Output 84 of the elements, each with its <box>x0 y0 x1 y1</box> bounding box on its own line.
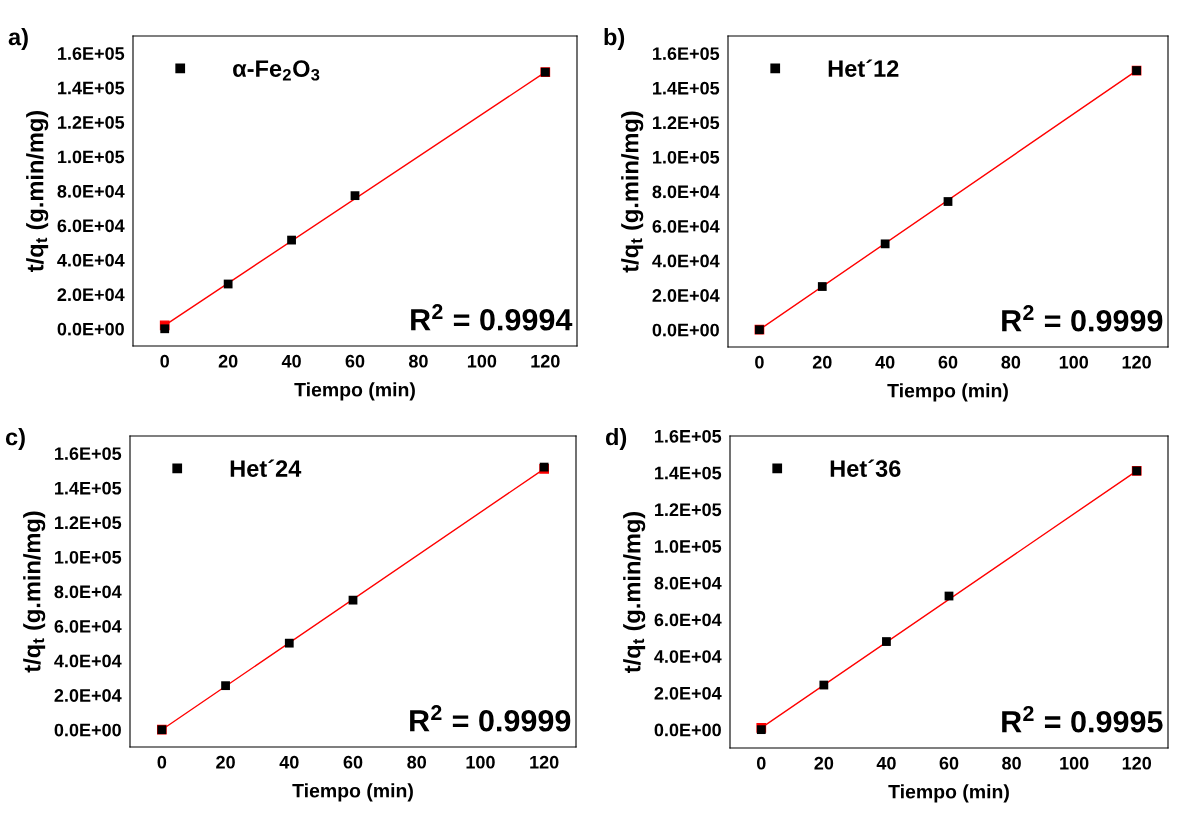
chart-title: a) <box>8 28 28 51</box>
y-tick-label: 2.0E+04 <box>54 689 122 702</box>
x-tick-label: 80 <box>1001 355 1021 369</box>
x-axis-title: Tiempo (min) <box>292 783 413 802</box>
y-tick-label: 1.2E+05 <box>58 116 125 129</box>
y-tick-label: 1.0E+05 <box>58 150 125 164</box>
x-tick-label: 120 <box>1122 756 1152 770</box>
y-tick-label: 0.0E+00 <box>57 322 124 336</box>
x-tick-label: 100 <box>467 354 497 368</box>
x-tick-label: 40 <box>281 354 301 368</box>
y-tick-label: 1.2E+05 <box>55 516 122 530</box>
chart-title: d) <box>605 428 627 451</box>
x-tick-label: 20 <box>216 755 235 769</box>
x-tick-label: 100 <box>466 755 495 769</box>
y-axis-title: t/q$_{t}$ (g.min/mg) <box>26 110 49 272</box>
annotation: R$^{2}$ = 0.9999 <box>1002 305 1163 332</box>
y-axis-title: t/q$_{t}$ (g.min/mg) <box>23 511 46 673</box>
annotation: R$^{2}$ = 0.9995 <box>1002 706 1163 733</box>
x-tick-label: 40 <box>279 755 299 769</box>
y-tick-label: 2.0E+04 <box>57 288 125 302</box>
x-axis-title: Tiempo (min) <box>294 382 415 401</box>
y-tick-label: 8.0E+04 <box>57 184 125 198</box>
y-tick-label: 1.6E+05 <box>655 429 722 443</box>
x-tick-label: 120 <box>530 755 559 769</box>
x-tick-label: 60 <box>939 756 959 770</box>
y-tick-label: 0.0E+00 <box>652 323 719 337</box>
y-tick-label: 4.0E+04 <box>652 254 720 268</box>
y-tick-label: 6.0E+04 <box>57 219 125 233</box>
y-tick-label: 8.0E+04 <box>54 585 122 599</box>
y-axis-title: t/q$_{t}$ (g.min/mg) <box>623 511 646 673</box>
legend-label: Het´36 <box>830 459 901 477</box>
x-tick-label: 80 <box>407 755 427 769</box>
y-tick-label: 1.6E+05 <box>58 47 125 60</box>
y-tick-label: 1.0E+05 <box>653 150 720 164</box>
y-tick-label: 4.0E+04 <box>54 654 122 668</box>
y-tick-label: 1.6E+05 <box>653 47 720 60</box>
x-axis-title: Tiempo (min) <box>887 383 1008 402</box>
y-tick-label: 1.0E+05 <box>655 540 722 553</box>
x-tick-label: 60 <box>345 354 365 368</box>
y-tick-label: 1.2E+05 <box>655 503 722 517</box>
x-tick-label: 40 <box>876 756 896 770</box>
y-axis-title: t/q$_{t}$ (g.min/mg) <box>621 111 644 273</box>
y-tick-label: 0.0E+00 <box>54 723 121 737</box>
legend-label: Het´24 <box>230 459 302 477</box>
x-tick-label: 20 <box>814 756 834 770</box>
x-tick-label: 0 <box>756 756 766 770</box>
y-tick-label: 6.0E+04 <box>54 619 122 633</box>
x-tick-label: 100 <box>1059 355 1089 369</box>
x-tick-label: 100 <box>1060 756 1089 770</box>
x-tick-label: 20 <box>812 355 832 369</box>
annotation: R$^{2}$ = 0.9994 <box>411 304 573 331</box>
y-tick-label: 1.4E+05 <box>653 81 720 95</box>
x-tick-label: 0 <box>157 755 167 769</box>
y-tick-label: 2.0E+04 <box>654 686 722 700</box>
y-tick-label: 8.0E+04 <box>652 185 720 199</box>
x-tick-label: 80 <box>1002 756 1021 770</box>
y-tick-label: 1.2E+05 <box>653 116 720 130</box>
x-tick-label: 60 <box>938 355 958 369</box>
y-tick-label: 0.0E+00 <box>654 723 721 737</box>
y-tick-label: 6.0E+04 <box>652 219 720 233</box>
y-tick-label: 6.0E+04 <box>654 613 722 627</box>
annotation: R$^{2}$ = 0.9999 <box>410 705 571 732</box>
y-tick-label: 1.4E+05 <box>655 466 722 480</box>
y-tick-label: 4.0E+04 <box>57 253 125 267</box>
x-tick-label: 60 <box>343 755 363 769</box>
chart-title: c) <box>5 428 25 451</box>
y-tick-label: 8.0E+04 <box>654 576 722 590</box>
x-tick-label: 80 <box>408 354 428 368</box>
y-tick-label: 1.0E+05 <box>55 550 122 564</box>
x-axis-title: Tiempo (min) <box>888 784 1009 803</box>
x-tick-label: 40 <box>875 355 895 369</box>
legend-label: Het´12 <box>828 59 899 77</box>
x-tick-label: 0 <box>160 354 169 368</box>
y-tick-label: 1.4E+05 <box>55 481 122 495</box>
y-tick-label: 4.0E+04 <box>654 650 722 663</box>
y-tick-label: 1.4E+05 <box>58 81 125 95</box>
y-tick-label: 2.0E+04 <box>652 289 720 302</box>
y-tick-label: 1.6E+05 <box>55 447 122 460</box>
x-tick-label: 20 <box>218 354 238 368</box>
x-tick-label: 120 <box>1122 355 1151 369</box>
x-tick-label: 120 <box>531 354 560 368</box>
chart-title: b) <box>604 28 625 51</box>
legend-label: α-Fe$_{2}$O$_{3}$ <box>233 60 320 81</box>
x-tick-label: 0 <box>755 355 764 369</box>
